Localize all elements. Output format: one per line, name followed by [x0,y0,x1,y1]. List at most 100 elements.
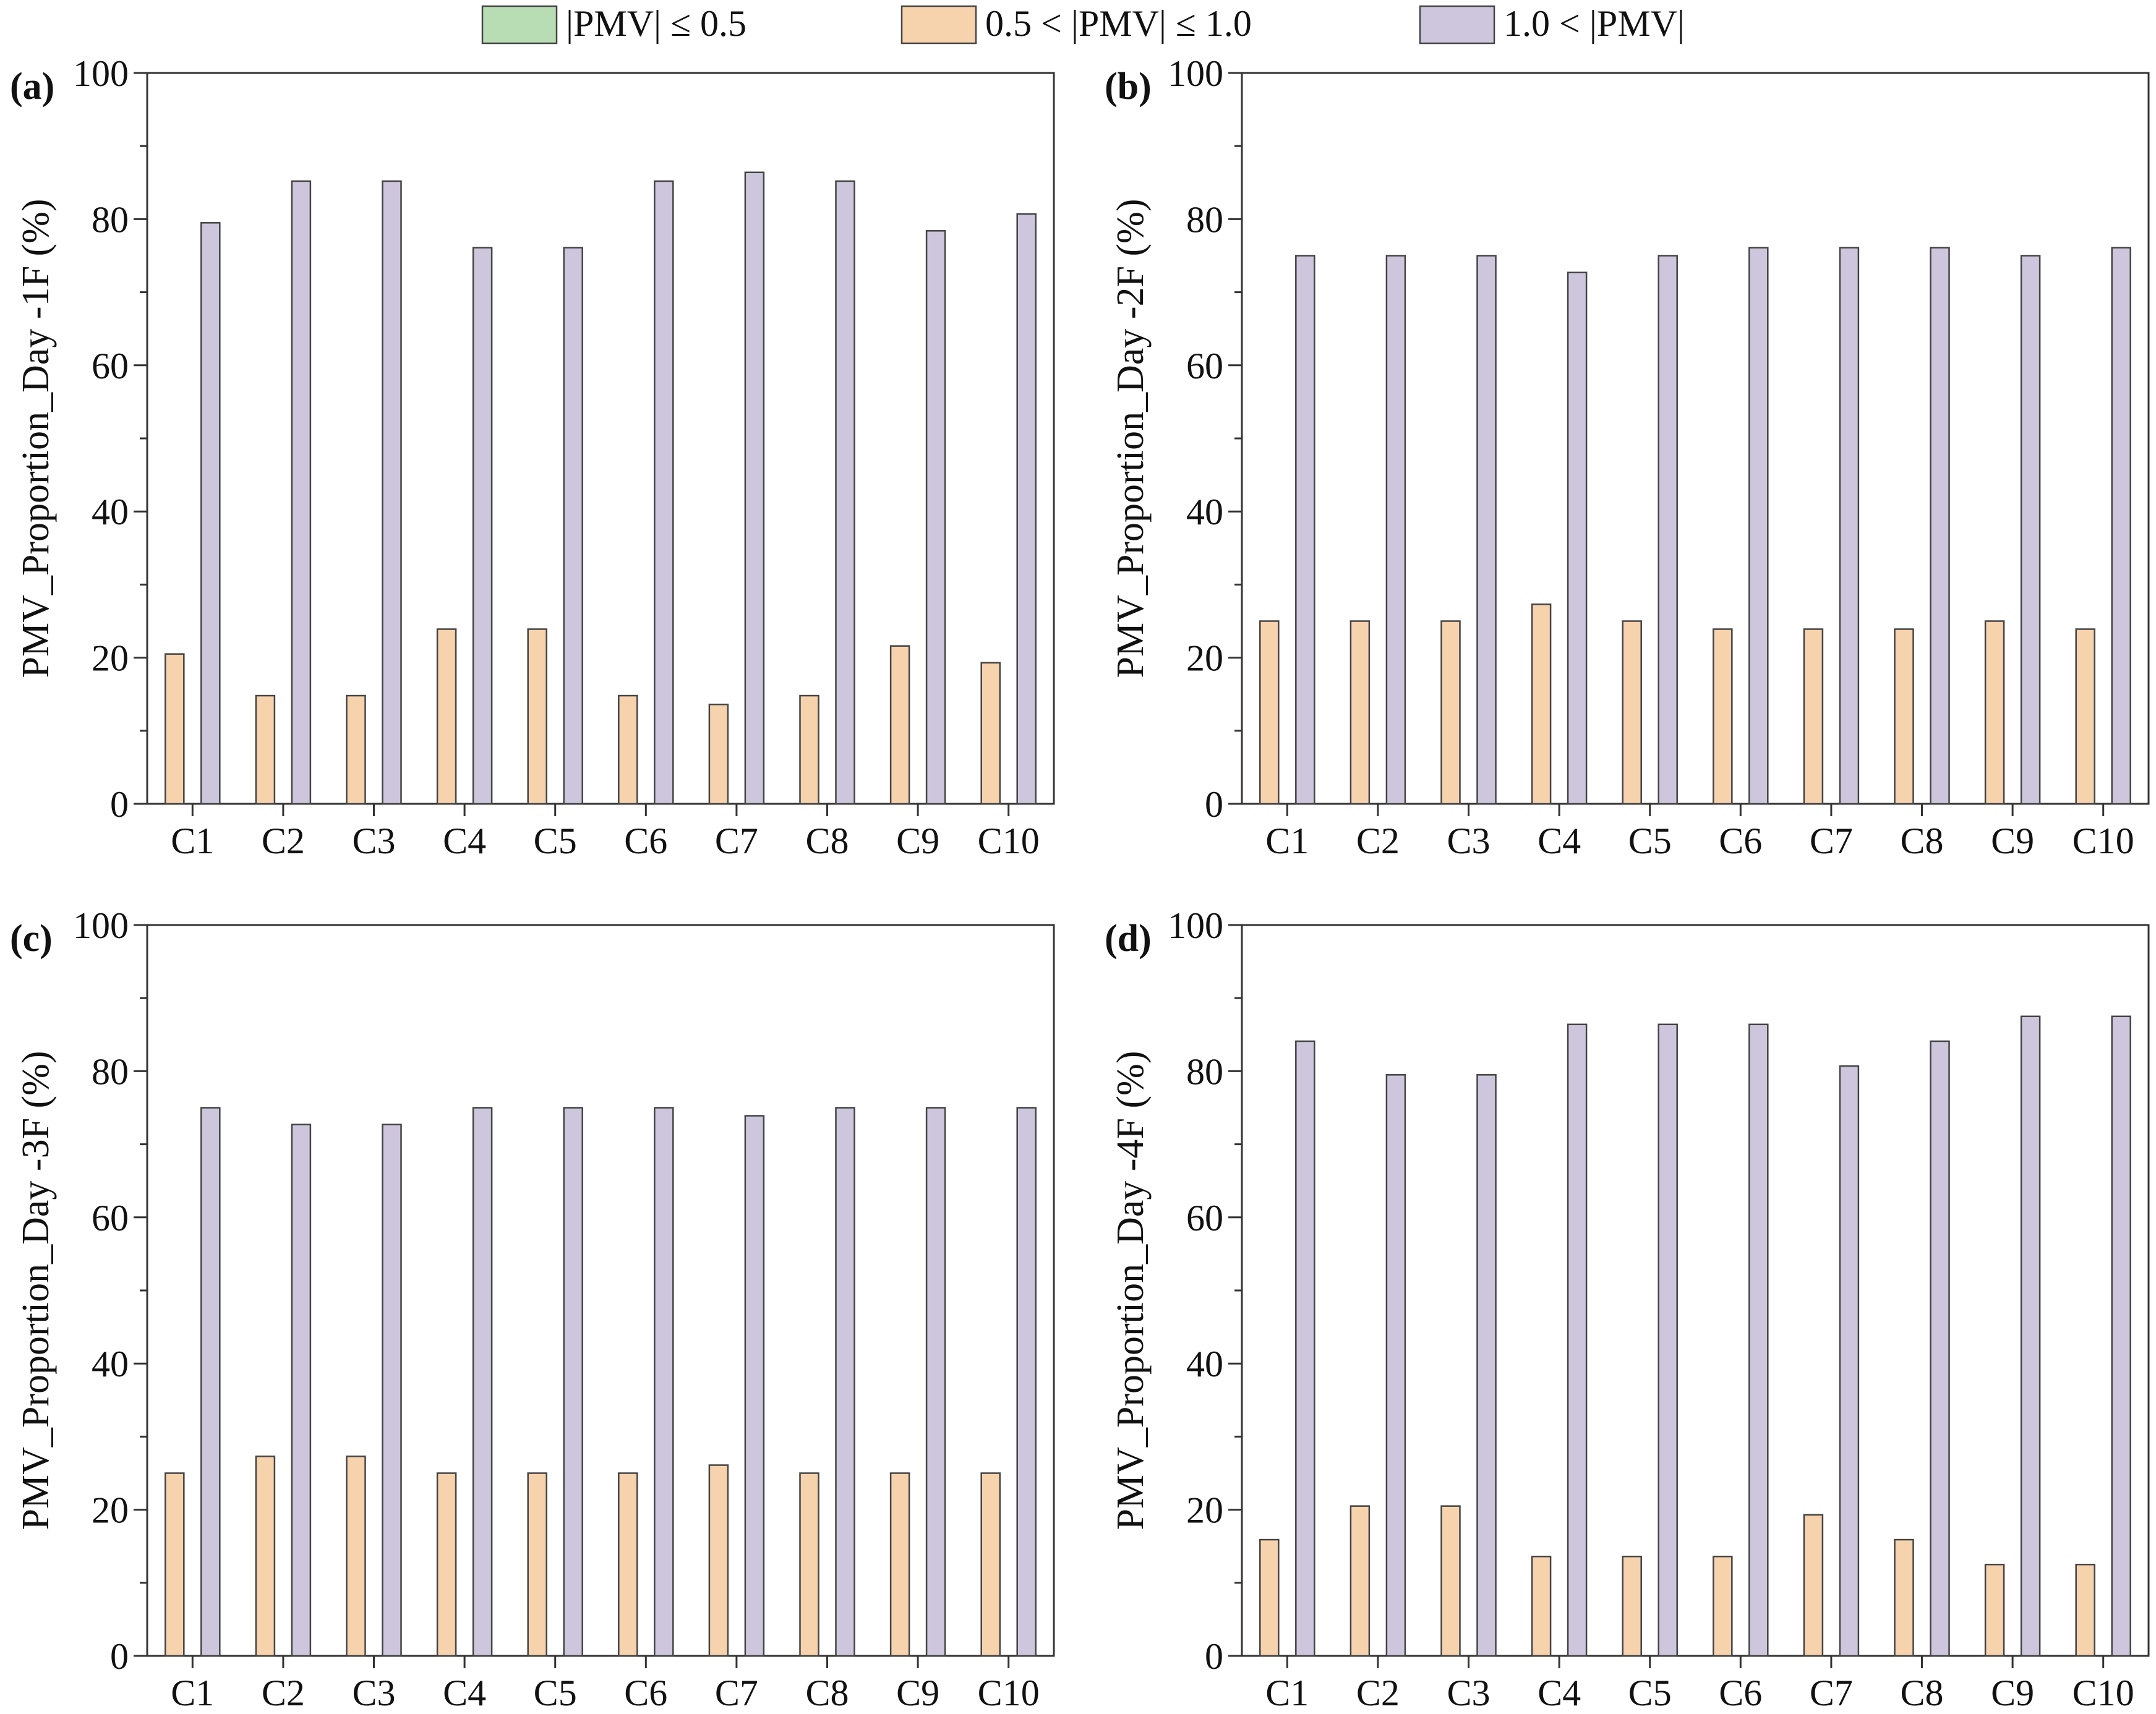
legend-swatch-above-1-0 [1419,5,1495,45]
bar-c3-series-2 [1476,255,1497,805]
y-axis-label: PMV_Proportion_Day -1F (%) [15,199,57,678]
x-tick-label: C1 [171,1673,214,1713]
bar-c4-series-2 [1567,1023,1588,1657]
x-tick-label: C9 [1991,821,2034,861]
bar-c6-series-2 [1748,1023,1769,1657]
y-tick-label: 40 [1186,492,1223,532]
x-tick-label: C6 [1719,1673,1762,1713]
x-tick-label: C4 [443,821,486,861]
bar-c3-series-2 [1476,1074,1497,1657]
x-tick-label: C2 [1356,821,1400,861]
y-tick-label: 60 [92,346,129,386]
bar-c10-series-1 [980,662,1001,805]
y-tick-label: 100 [73,905,129,946]
x-tick-label: C10 [978,1673,1040,1713]
bar-c4-series-2 [1567,271,1588,805]
y-axis-label: PMV_Proportion_Day -3F (%) [15,1051,57,1530]
y-tick-label: 20 [1186,638,1223,679]
bar-c2-series-2 [291,180,312,805]
chart-panel-1: 0 20 40 60 80 100 C1 C2 C3 C4 C5 C6 C7 C8 C9 C10 (a) PMV_… [10,53,1055,861]
bar-c10-series-1 [2075,1564,2095,1657]
x-tick-label: C3 [1447,821,1490,861]
x-tick-label: C9 [1991,1673,2034,1713]
x-tick-label: C8 [805,1673,849,1713]
bar-c5-series-1 [1622,1555,1642,1657]
bar-c5-series-1 [527,1472,547,1657]
x-tick-label: C3 [352,1673,395,1713]
bar-c9-series-2 [2020,255,2041,805]
bar-c6-series-1 [618,694,638,805]
x-tick-label: C2 [262,1673,305,1713]
y-tick-label: 80 [1186,1051,1223,1092]
bar-c4-series-1 [1531,603,1552,805]
bar-c9-series-1 [1984,620,2005,805]
bar-c7-series-2 [744,1115,765,1657]
bar-c4-series-2 [472,1107,493,1657]
bar-c8-series-2 [835,1107,855,1657]
y-tick-label: 0 [1205,1636,1223,1677]
bar-c9-series-2 [925,1107,946,1657]
bar-c4-series-1 [436,1472,457,1657]
y-tick-label: 20 [1186,1490,1223,1531]
bar-c9-series-1 [1984,1564,2005,1657]
legend-label-above-1-0: 1.0 < |PMV| [1504,3,1685,44]
bar-c3-series-1 [346,694,366,805]
bar-c4-series-2 [472,247,493,805]
bar-c1-series-1 [165,653,185,805]
chart-panel-2: 0 20 40 60 80 100 C1 C2 C3 C4 C5 C6 C7 C8 C9 C10 (b) PMV_… [1105,53,2150,861]
y-tick-label: 100 [1168,905,1223,946]
y-tick-label: 40 [92,1344,129,1384]
bar-c8-series-1 [1894,1538,1914,1657]
y-tick-label: 40 [1186,1344,1223,1384]
bar-c6-series-1 [1713,1555,1733,1657]
bar-c1-series-1 [1259,1538,1280,1657]
y-tick-label: 0 [110,784,129,825]
x-tick-label: C6 [624,1673,667,1713]
x-tick-label: C6 [624,821,667,861]
bar-c3-series-2 [382,1123,402,1657]
x-tick-label: C1 [1265,821,1309,861]
chart-panel-4: 0 20 40 60 80 100 C1 C2 C3 C4 C5 C6 C7 C8 C9 C10 (d) PMV_… [1105,905,2150,1713]
bar-c5-series-2 [563,1107,583,1657]
y-tick-label: 20 [92,638,129,679]
legend-swatch-within-0-5 [481,5,558,45]
bar-c6-series-1 [1713,628,1733,805]
bar-c1-series-2 [1295,255,1315,805]
bar-c9-series-1 [889,645,910,805]
bar-c2-series-2 [1385,255,1406,805]
y-tick-label: 0 [1205,784,1223,825]
bar-c9-series-1 [889,1472,910,1657]
bar-c2-series-1 [255,694,276,805]
bar-c6-series-1 [618,1472,638,1657]
y-tick-label: 20 [92,1490,129,1531]
y-tick-label: 60 [1186,346,1223,386]
x-tick-label: C3 [1447,1673,1490,1713]
bar-c8-series-1 [799,1472,819,1657]
bar-c5-series-1 [1622,620,1642,805]
y-tick-label: 100 [1168,53,1223,94]
legend: |PMV| ≤ 0.5 0.5 < |PMV| ≤ 1.0 1.0 < |PMV… [481,3,1685,45]
bar-c1-series-1 [1259,620,1280,805]
x-tick-label: C9 [896,1673,939,1713]
bar-c1-series-1 [165,1472,185,1657]
x-tick-label: C8 [805,821,849,861]
plot-frame [146,924,1055,1657]
y-tick-label: 80 [92,199,129,240]
x-tick-label: C2 [1356,1673,1400,1713]
bar-c3-series-1 [1440,1505,1461,1657]
bar-c8-series-1 [799,694,819,805]
bar-c5-series-1 [527,628,547,805]
x-tick-label: C6 [1719,821,1762,861]
bar-c10-series-2 [1016,1107,1037,1657]
bar-c2-series-2 [291,1123,312,1657]
bar-c7-series-1 [708,1464,729,1657]
bar-c5-series-2 [1658,1023,1678,1657]
bar-c3-series-2 [382,180,402,805]
x-tick-label: C1 [1265,1673,1309,1713]
bar-c5-series-2 [563,247,583,805]
bar-c1-series-2 [200,222,221,805]
bar-c7-series-1 [1803,1514,1824,1657]
y-tick-label: 60 [92,1198,129,1239]
